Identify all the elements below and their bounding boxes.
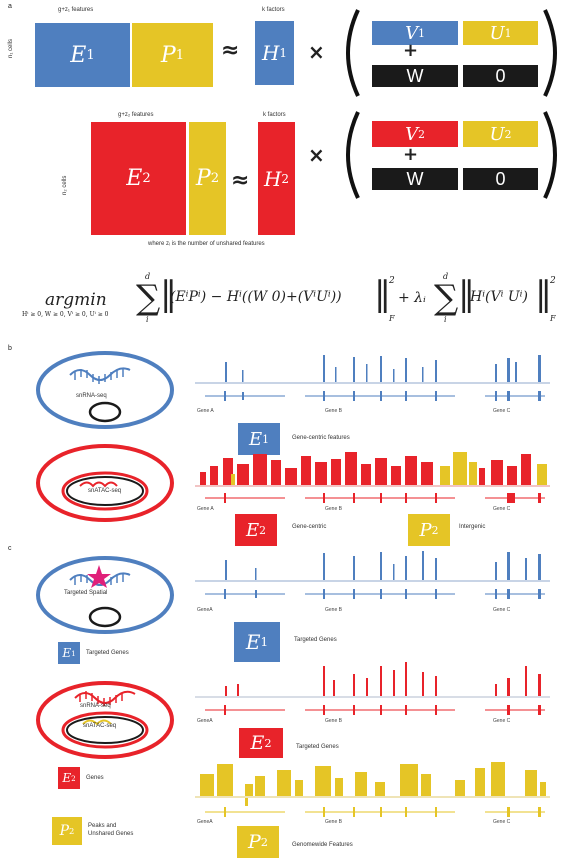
track-c-atac [195, 760, 555, 822]
matrix-w-top: W [372, 65, 458, 87]
formula-norm-sub-1: F [389, 314, 395, 323]
formula-lambda: + λᵢ [398, 290, 426, 306]
cell-multiome-icon [35, 680, 175, 760]
bottom-cells-label: n₂ cells [62, 176, 68, 195]
gene-a-label-b1: Gene A [197, 408, 214, 414]
approx-sign-bottom: ≈ [231, 168, 249, 193]
legend-c-left-p2-desc-1: Peaks and [88, 823, 116, 829]
times-sign-bottom: × [308, 143, 325, 167]
plus-sign-top: + [403, 40, 418, 61]
legend-c-left-e2-desc: Genes [86, 775, 104, 781]
formula-sum2: ∑ [434, 278, 458, 318]
matrix-zero-top: 0 [463, 65, 538, 87]
cell-spatial-label: Targeted Spatial [64, 590, 107, 596]
approx-sign-top: ≈ [221, 38, 239, 63]
formula-sum1: ∑ [136, 278, 160, 318]
gene-a-label-c2: GeneA [197, 718, 213, 724]
legend-b-e1-desc: Gene-centric features [292, 435, 350, 441]
gene-a-label-c1: GeneA [197, 607, 213, 613]
cell-snrna-icon [35, 350, 175, 430]
gene-b-label-b2: Gene B [325, 506, 342, 512]
track-c-rna [195, 660, 555, 722]
gene-c-label-c2: Gene C [493, 718, 510, 724]
matrix-zero-bottom: 0 [463, 168, 538, 190]
matrix-w-bottom: W [372, 168, 458, 190]
formula-norm-sub-2: F [550, 314, 556, 323]
cell-multiome-atac-label: snATAC-seq [83, 723, 116, 729]
legend-c-p2-desc: Genomewide Features [292, 842, 353, 848]
track-b-snrna [195, 352, 555, 414]
bottom-k-label: k factors [263, 112, 286, 118]
plus-sign-bottom: + [403, 144, 418, 165]
times-sign-top: × [308, 40, 325, 64]
gene-a-label-c3: GeneA [197, 819, 213, 825]
legend-c-left-e1-desc: Targeted Genes [86, 650, 129, 656]
gene-b-label-c2: Gene B [325, 718, 342, 724]
gene-b-label-b1: Gene B [325, 408, 342, 414]
cell-snrna-label: snRNA-seq [76, 393, 107, 399]
gene-b-label-c3: Gene B [325, 819, 342, 825]
bottom-features-label: g+z₂ features [118, 112, 154, 118]
gene-c-label-b1: Gene C [493, 408, 510, 414]
top-k-label: k factors [262, 7, 285, 13]
formula-constraints: Hⁱ ≥ 0, W ≥ 0, Vⁱ ≥ 0, Uⁱ ≥ 0 [22, 311, 109, 318]
top-features-label: g+z₁ features [58, 7, 93, 13]
panel-c-letter: c [8, 545, 12, 552]
track-b-snatac [195, 450, 555, 512]
track-c-spatial [195, 548, 555, 610]
formula-sum2-bottom: i [444, 315, 447, 324]
gene-b-label-c1: Gene B [325, 607, 342, 613]
legend-c-left-p2-desc-2: Unshared Genes [88, 831, 133, 837]
formula-power-1: 2 [389, 276, 395, 286]
cell-snatac-label: snATAC-seq [88, 488, 121, 494]
formula-power-2: 2 [550, 276, 556, 286]
gene-c-label-b2: Gene C [493, 506, 510, 512]
top-cells-label: n₁ cells [8, 39, 14, 58]
legend-c-e2-desc: Targeted Genes [296, 744, 339, 750]
gene-a-label-b2: Gene A [197, 506, 214, 512]
cell-snatac-icon [35, 443, 175, 523]
legend-b-e2-desc: Gene-centric [292, 524, 326, 530]
gene-c-label-c3: Gene C [493, 819, 510, 825]
panel-a-letter: a [8, 3, 12, 10]
formula-argmin: argmin [45, 290, 107, 310]
legend-b-p2-desc: Intergenic [459, 524, 485, 530]
cell-multiome-rna-label: snRNA-seq [80, 703, 111, 709]
formula-sum1-bottom: i [146, 315, 149, 324]
formula-term1: (EⁱPⁱ) − Hⁱ((W 0)+(VⁱUⁱ)) [170, 289, 342, 305]
legend-c-e1-desc: Targeted Genes [294, 637, 337, 643]
formula-term2: Hⁱ(Vⁱ Uⁱ) [470, 289, 528, 305]
panel-b-letter: b [8, 345, 12, 352]
unshared-caption: where zᵢ is the number of unshared featu… [148, 241, 265, 247]
gene-c-label-c1: Gene C [493, 607, 510, 613]
